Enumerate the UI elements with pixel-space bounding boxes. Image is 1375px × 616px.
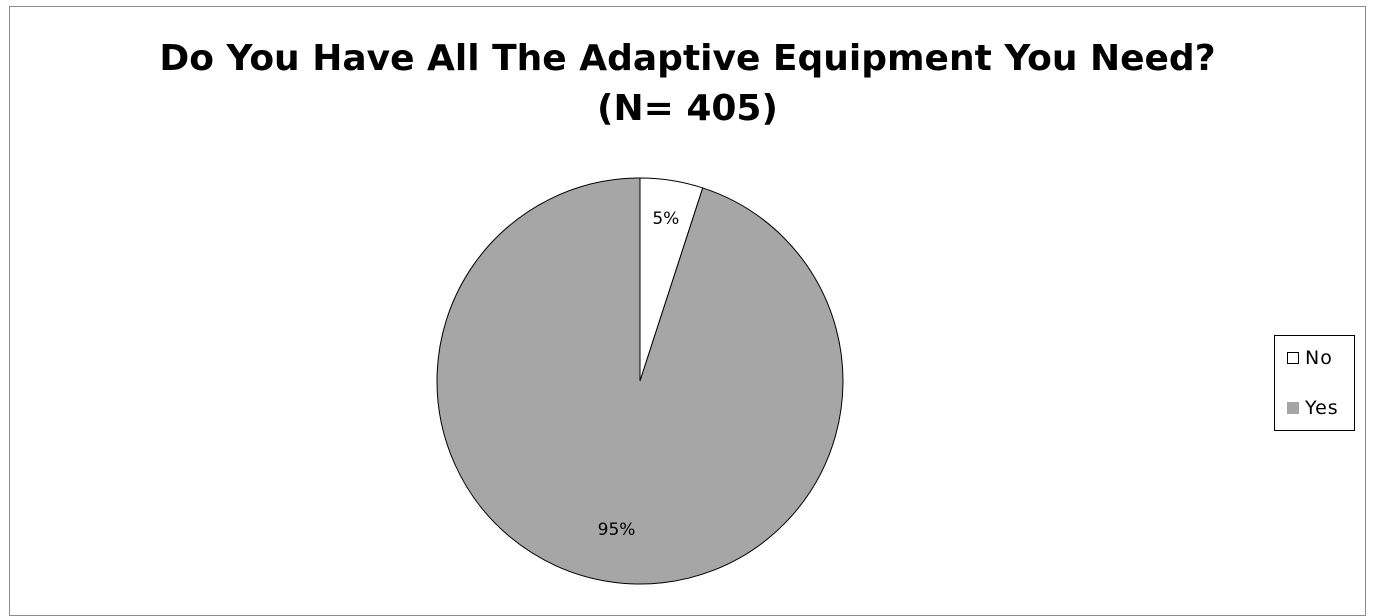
- pie-slices: [436, 177, 844, 585]
- chart-title: Do You Have All The Adaptive Equipment Y…: [0, 34, 1375, 134]
- legend-swatch-yes: [1287, 402, 1299, 414]
- legend-swatch-no: [1287, 352, 1299, 364]
- data-label-yes: 95%: [598, 520, 636, 540]
- legend-item-yes: Yes: [1287, 396, 1339, 420]
- chart-legend: No Yes: [1274, 335, 1355, 431]
- legend-item-no: No: [1287, 346, 1333, 370]
- legend-label-yes: Yes: [1305, 397, 1339, 419]
- data-label-no: 5%: [652, 209, 679, 229]
- pie-slice-yes: [436, 177, 844, 585]
- pie-data-labels: 5% 95%: [598, 209, 680, 540]
- chart-title-line-2: (N= 405): [597, 88, 778, 129]
- legend-label-no: No: [1305, 347, 1333, 369]
- chart-title-line-1: Do You Have All The Adaptive Equipment Y…: [159, 38, 1216, 79]
